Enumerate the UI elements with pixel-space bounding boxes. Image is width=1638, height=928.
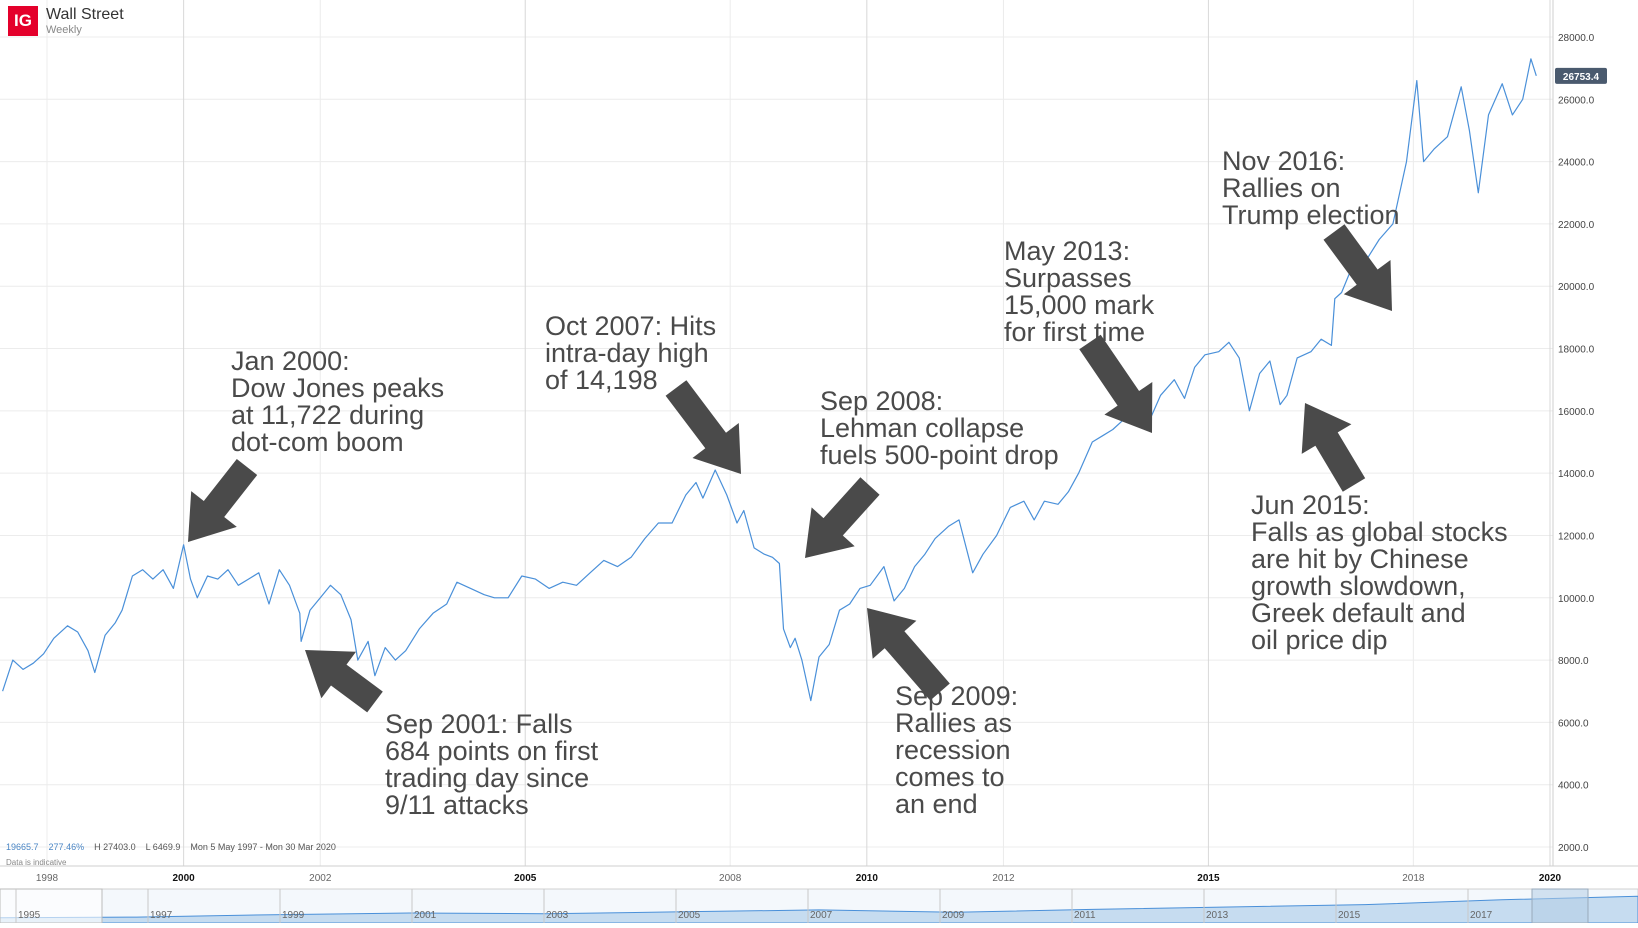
navigator-selection xyxy=(1531,888,1589,924)
chart-header: IG Wall Street Weekly xyxy=(8,6,124,37)
annotation-text: Sep 2008: Lehman collapse fuels 500-poin… xyxy=(820,386,1059,470)
indicative-note: Data is indicative xyxy=(6,858,67,867)
navigator-label: 2001 xyxy=(414,910,437,921)
x-tick-label: 2018 xyxy=(1402,873,1425,884)
navigator-label: 2017 xyxy=(1470,910,1493,921)
annotation-text: Nov 2016: Rallies on Trump election xyxy=(1222,146,1400,230)
y-tick-label: 10000.0 xyxy=(1558,594,1595,605)
y-tick-label: 12000.0 xyxy=(1558,531,1595,542)
annotation-arrow xyxy=(867,608,950,701)
annotation-text: Sep 2001: Falls 684 points on first trad… xyxy=(385,709,599,820)
y-tick-label: 28000.0 xyxy=(1558,33,1595,44)
x-tick-label: 2005 xyxy=(514,873,537,884)
change-percent: 277.46% xyxy=(48,842,85,852)
navigator-label: 1999 xyxy=(282,910,305,921)
y-tick-label: 8000.0 xyxy=(1558,656,1589,667)
y-tick-label: 22000.0 xyxy=(1558,220,1595,231)
last-value: 19665.7 xyxy=(6,842,39,852)
high-value: H 27403.0 xyxy=(94,842,136,852)
navigator-label: 2011 xyxy=(1074,910,1096,921)
navigator-label: 2015 xyxy=(1338,910,1361,921)
annotation-arrow xyxy=(1323,224,1392,311)
stats-bar: 19665.7 277.46% H 27403.0 L 6469.9 Mon 5… xyxy=(6,842,336,852)
timeframe-label: Weekly xyxy=(46,24,82,36)
annotation-text: Oct 2007: Hits intra-day high of 14,198 xyxy=(545,311,717,395)
navigator-label: 2003 xyxy=(546,910,569,921)
instrument-title: Wall Street xyxy=(46,6,124,23)
x-tick-label: 2015 xyxy=(1197,873,1220,884)
navigator-label: 2009 xyxy=(942,910,965,921)
navigator-label: 2013 xyxy=(1206,910,1229,921)
x-tick-label: 1998 xyxy=(36,873,59,884)
navigator-left-handle xyxy=(0,888,103,924)
annotation-text: May 2013: Surpasses 15,000 mark for firs… xyxy=(1004,236,1155,347)
x-tick-label: 2008 xyxy=(719,873,742,884)
x-tick-label: 2020 xyxy=(1539,873,1562,884)
navigator-label: 2005 xyxy=(678,910,701,921)
y-tick-label: 16000.0 xyxy=(1558,407,1595,418)
y-tick-label: 2000.0 xyxy=(1558,843,1589,854)
annotation-arrow xyxy=(305,650,383,713)
x-tick-label: 2010 xyxy=(856,873,879,884)
navigator-label: 1995 xyxy=(18,910,41,921)
y-tick-label: 4000.0 xyxy=(1558,781,1589,792)
annotation-arrow xyxy=(665,380,741,474)
annotation-arrow xyxy=(1301,403,1366,492)
low-value: L 6469.9 xyxy=(145,842,181,852)
annotation-arrow xyxy=(188,459,258,542)
y-tick-label: 24000.0 xyxy=(1558,158,1595,169)
y-tick-label: 20000.0 xyxy=(1558,282,1595,293)
annotation-text: Jan 2000: Dow Jones peaks at 11,722 duri… xyxy=(231,346,445,457)
annotation-arrow xyxy=(805,477,880,558)
current-price-label: 26753.4 xyxy=(1563,72,1600,83)
y-tick-label: 18000.0 xyxy=(1558,345,1595,356)
annotation-arrow xyxy=(1079,334,1153,433)
y-tick-label: 26000.0 xyxy=(1558,95,1595,106)
price-line xyxy=(2,58,1537,702)
date-range: Mon 5 May 1997 - Mon 30 Mar 2020 xyxy=(190,842,336,852)
annotation-text: Sep 2009: Rallies as recession comes to … xyxy=(895,681,1019,819)
annotation-text: Jun 2015: Falls as global stocks are hit… xyxy=(1251,490,1508,655)
y-tick-label: 14000.0 xyxy=(1558,469,1595,480)
ig-logo: IG xyxy=(8,6,38,36)
x-tick-label: 2002 xyxy=(309,873,332,884)
x-tick-label: 2012 xyxy=(992,873,1015,884)
navigator-label: 1997 xyxy=(150,910,173,921)
navigator-label: 2007 xyxy=(810,910,833,921)
y-tick-label: 6000.0 xyxy=(1558,718,1589,729)
current-price-tag xyxy=(1555,67,1607,84)
x-tick-label: 2000 xyxy=(173,873,196,884)
